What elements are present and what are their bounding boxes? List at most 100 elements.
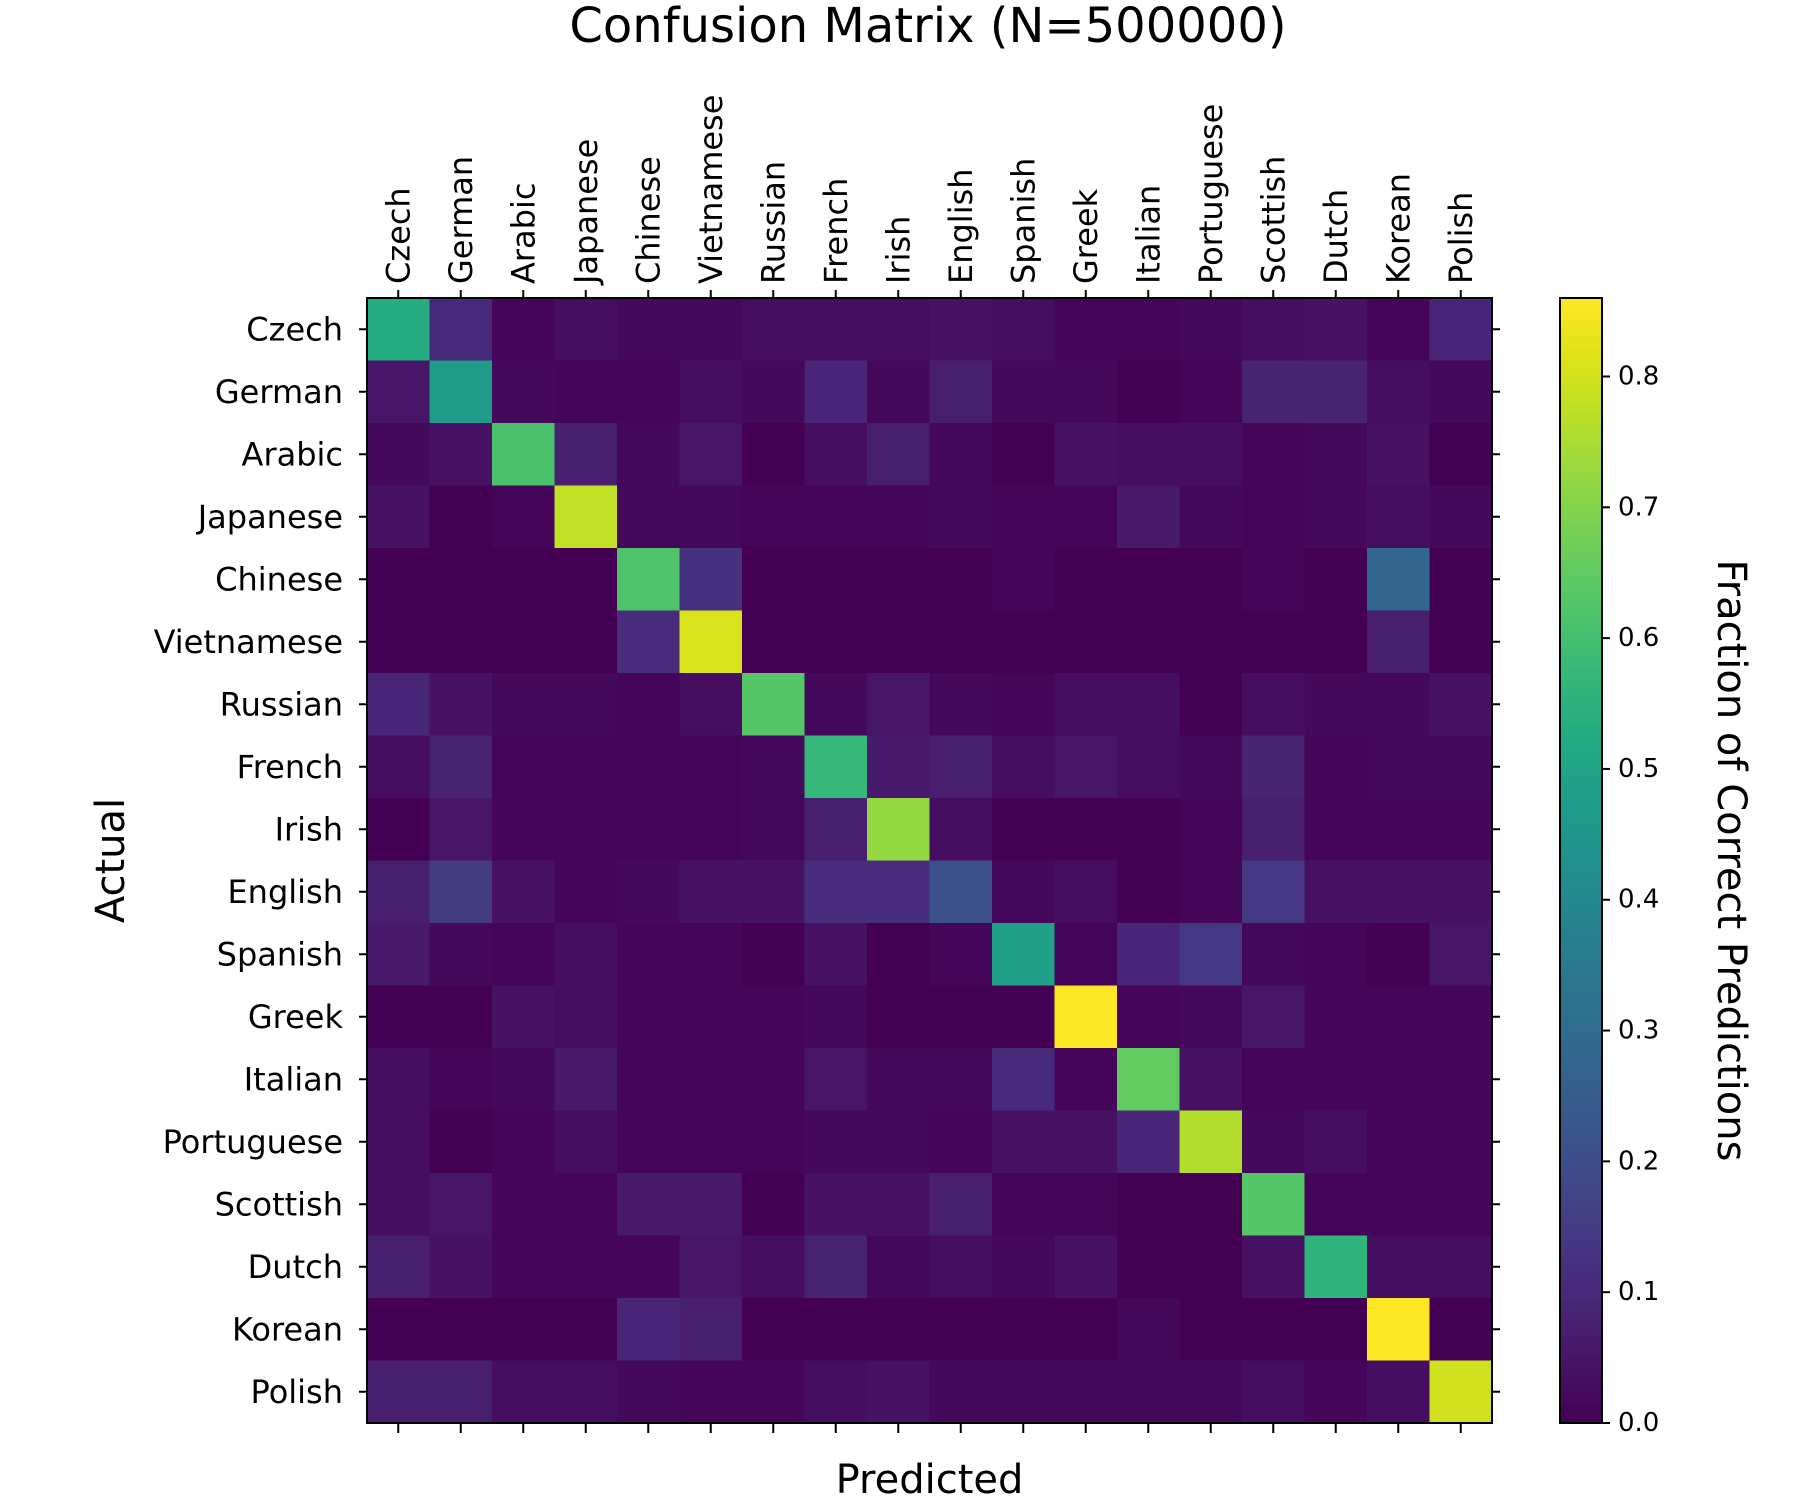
heatmap-cell-japanese-spanish xyxy=(992,485,1056,549)
heatmap-cell-chinese-korean xyxy=(1367,548,1431,612)
heatmap-cell-scottish-scottish xyxy=(1242,1173,1306,1237)
heatmap-cell-english-dutch xyxy=(1304,860,1368,924)
x-tick-label-polish: Polish xyxy=(1442,192,1480,284)
heatmap-cell-french-chinese xyxy=(617,735,681,799)
heatmap-cell-russian-czech xyxy=(367,673,431,737)
heatmap-cell-irish-portuguese xyxy=(1179,798,1243,862)
heatmap-cell-german-russian xyxy=(742,360,806,424)
x-tick-label-italian: Italian xyxy=(1129,185,1167,284)
heatmap-cell-arabic-chinese xyxy=(617,423,681,487)
x-tick-label-greek: Greek xyxy=(1067,188,1105,284)
heatmap-cell-arabic-arabic xyxy=(492,423,556,487)
heatmap-cell-spanish-korean xyxy=(1367,923,1431,987)
heatmap-cell-spanish-scottish xyxy=(1242,923,1306,987)
heatmap-cell-czech-irish xyxy=(867,298,931,362)
heatmap-cell-scottish-polish xyxy=(1429,1173,1493,1237)
heatmap-cell-english-greek xyxy=(1054,860,1118,924)
heatmap-cell-french-czech xyxy=(367,735,431,799)
heatmap-cell-czech-italian xyxy=(1117,298,1181,362)
heatmap-cell-vietnamese-russian xyxy=(742,610,806,674)
heatmap-cell-italian-german xyxy=(429,1048,493,1112)
heatmap-cell-russian-greek xyxy=(1054,673,1118,737)
heatmap-cell-french-german xyxy=(429,735,493,799)
heatmap-cell-russian-russian xyxy=(742,673,806,737)
heatmap-cell-chinese-polish xyxy=(1429,548,1493,612)
heatmap-cell-chinese-spanish xyxy=(992,548,1056,612)
heatmap-cell-spanish-english xyxy=(929,923,993,987)
heatmap-cell-greek-vietnamese xyxy=(679,985,743,1049)
x-tick-label-russian: Russian xyxy=(754,161,792,284)
heatmap-cell-korean-portuguese xyxy=(1179,1298,1243,1362)
heatmap-cell-czech-spanish xyxy=(992,298,1056,362)
heatmap-cell-russian-japanese xyxy=(554,673,618,737)
heatmap-cell-arabic-german xyxy=(429,423,493,487)
heatmap-cell-dutch-portuguese xyxy=(1179,1235,1243,1299)
heatmap-cell-italian-greek xyxy=(1054,1048,1118,1112)
heatmap-cell-spanish-russian xyxy=(742,923,806,987)
heatmap-cell-french-italian xyxy=(1117,735,1181,799)
heatmap-cell-japanese-russian xyxy=(742,485,806,549)
heatmap-cell-english-chinese xyxy=(617,860,681,924)
heatmap-cell-vietnamese-japanese xyxy=(554,610,618,674)
y-tick-label-irish: Irish xyxy=(275,810,343,848)
colorbar-tick-label: 0.2 xyxy=(1618,1146,1659,1176)
heatmap-cell-english-korean xyxy=(1367,860,1431,924)
x-tick-label-korean: Korean xyxy=(1379,173,1417,284)
heatmap-cell-arabic-scottish xyxy=(1242,423,1306,487)
heatmap-cell-polish-chinese xyxy=(617,1360,681,1424)
heatmap-cell-german-czech xyxy=(367,360,431,424)
heatmap-cell-italian-czech xyxy=(367,1048,431,1112)
heatmap-cell-spanish-chinese xyxy=(617,923,681,987)
heatmap-cell-italian-italian xyxy=(1117,1048,1181,1112)
heatmap-cell-german-german xyxy=(429,360,493,424)
y-tick-label-french: French xyxy=(237,748,343,786)
heatmap-cell-italian-english xyxy=(929,1048,993,1112)
heatmap-cell-korean-greek xyxy=(1054,1298,1118,1362)
heatmap-cell-english-japanese xyxy=(554,860,618,924)
heatmap-cell-dutch-spanish xyxy=(992,1235,1056,1299)
heatmap-cell-chinese-czech xyxy=(367,548,431,612)
heatmap-cell-scottish-vietnamese xyxy=(679,1173,743,1237)
heatmap-cell-vietnamese-chinese xyxy=(617,610,681,674)
heatmap-cell-french-french xyxy=(804,735,868,799)
y-tick-label-spanish: Spanish xyxy=(217,935,343,973)
heatmap-cell-scottish-spanish xyxy=(992,1173,1056,1237)
heatmap-cell-vietnamese-spanish xyxy=(992,610,1056,674)
heatmap-cell-french-spanish xyxy=(992,735,1056,799)
heatmap-cell-irish-arabic xyxy=(492,798,556,862)
y-tick-label-korean: Korean xyxy=(232,1310,343,1348)
heatmap-cell-italian-scottish xyxy=(1242,1048,1306,1112)
heatmap-cell-czech-russian xyxy=(742,298,806,362)
heatmap-cell-polish-german xyxy=(429,1360,493,1424)
heatmap-cell-greek-german xyxy=(429,985,493,1049)
heatmap-cell-portuguese-dutch xyxy=(1304,1110,1368,1174)
heatmap-cell-russian-spanish xyxy=(992,673,1056,737)
heatmap-cell-polish-japanese xyxy=(554,1360,618,1424)
heatmap-cell-russian-french xyxy=(804,673,868,737)
heatmap-cell-portuguese-german xyxy=(429,1110,493,1174)
heatmap-cell-vietnamese-scottish xyxy=(1242,610,1306,674)
heatmap-cell-spanish-dutch xyxy=(1304,923,1368,987)
heatmap-cell-portuguese-french xyxy=(804,1110,868,1174)
heatmap-cell-vietnamese-italian xyxy=(1117,610,1181,674)
heatmap-cell-german-french xyxy=(804,360,868,424)
heatmap-cell-irish-spanish xyxy=(992,798,1056,862)
heatmap-cell-greek-polish xyxy=(1429,985,1493,1049)
x-tick-label-english: English xyxy=(942,168,980,284)
heatmap-cell-portuguese-greek xyxy=(1054,1110,1118,1174)
plot-frame xyxy=(366,297,1493,1424)
heatmap-cell-irish-greek xyxy=(1054,798,1118,862)
heatmap-cell-vietnamese-polish xyxy=(1429,610,1493,674)
heatmap-cell-polish-vietnamese xyxy=(679,1360,743,1424)
heatmap-cell-italian-korean xyxy=(1367,1048,1431,1112)
heatmap-cell-korean-czech xyxy=(367,1298,431,1362)
heatmap-cell-vietnamese-dutch xyxy=(1304,610,1368,674)
heatmap-cell-scottish-portuguese xyxy=(1179,1173,1243,1237)
heatmap-cell-polish-italian xyxy=(1117,1360,1181,1424)
heatmap-cell-spanish-french xyxy=(804,923,868,987)
heatmap-cell-polish-polish xyxy=(1429,1360,1493,1424)
heatmap-cell-portuguese-spanish xyxy=(992,1110,1056,1174)
colorbar-tick-label: 0.3 xyxy=(1618,1016,1659,1046)
heatmap-cell-german-vietnamese xyxy=(679,360,743,424)
heatmap-cell-english-arabic xyxy=(492,860,556,924)
